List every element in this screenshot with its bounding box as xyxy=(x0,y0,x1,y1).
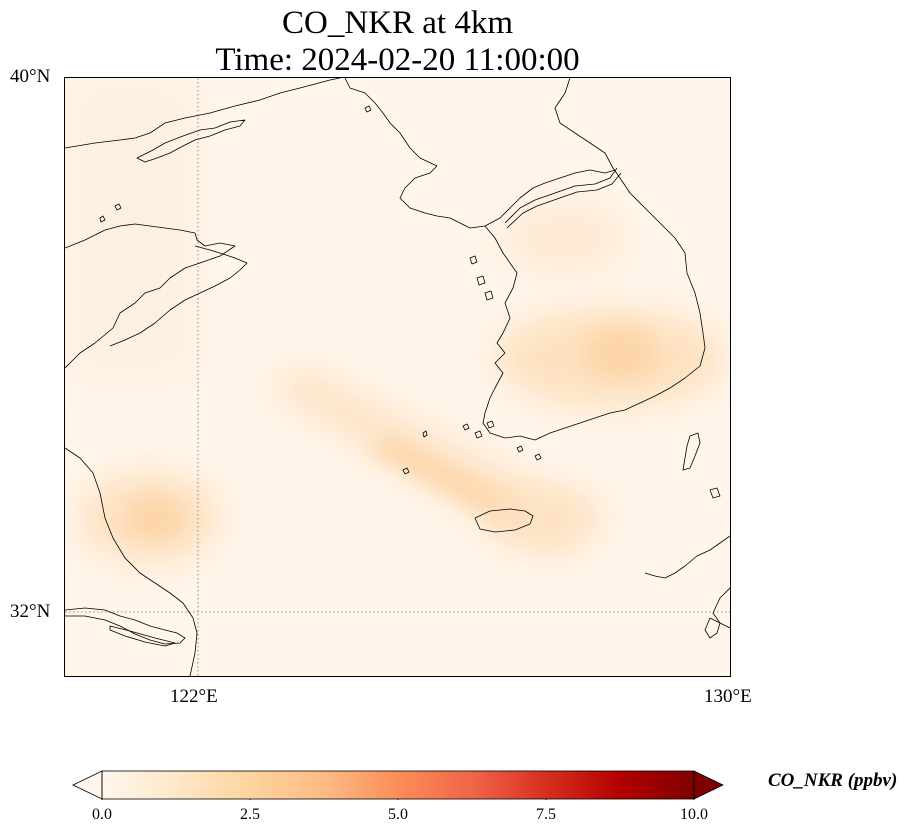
plume-jeju-south xyxy=(485,488,605,548)
coastline-north-korea-west xyxy=(344,78,616,229)
coastline-yangtze-island xyxy=(109,625,176,647)
plume-central-korea xyxy=(505,203,625,273)
coastline-liaodong-peninsula xyxy=(136,119,246,163)
lon-tick-label-122E: 122°E xyxy=(170,686,218,707)
colorbar-extend-min-arrow xyxy=(72,770,103,800)
coastline-bohai-west xyxy=(65,223,236,369)
island-yellow-sea-small xyxy=(402,430,428,475)
plume-northwest-haze xyxy=(65,78,195,378)
coastline-korea-south xyxy=(534,347,706,441)
coastline-dmz-line xyxy=(504,167,618,224)
island-jeju xyxy=(474,508,534,533)
colorbar-tick-label: 0.0 xyxy=(92,806,112,823)
plume-southeast-korea-core xyxy=(580,328,660,378)
map-canvas xyxy=(65,78,730,676)
coastline-kyushu xyxy=(644,535,730,629)
colorbar-gradient xyxy=(102,771,694,799)
coastlines xyxy=(65,78,730,676)
island-kyushu-north xyxy=(709,487,721,499)
colorbar-tick-label: 5.0 xyxy=(388,806,408,823)
lat-tick-label-32N: 32°N xyxy=(10,601,51,622)
colorbar xyxy=(72,770,724,800)
island-tsushima xyxy=(682,432,701,471)
colorbar-tick-label: 10.0 xyxy=(680,806,708,823)
coastline-yangtze-mouth xyxy=(65,607,186,645)
colorbar-tick-label: 7.5 xyxy=(536,806,556,823)
coastline-liaodong-north xyxy=(65,78,341,149)
lat-tick-label-40N: 40°N xyxy=(10,66,51,87)
island-gangwha-cluster xyxy=(469,255,494,301)
coastline-jiangsu xyxy=(65,447,198,676)
colorbar-label: CO_NKR (ppbv) xyxy=(768,770,898,791)
plume-east-china-coast-core xyxy=(125,496,185,540)
island-liaodong-small xyxy=(99,105,372,223)
colorbar-extend-max-arrow xyxy=(693,770,724,800)
map-panel xyxy=(64,77,731,677)
figure-title: CO_NKR at 4km xyxy=(282,5,513,41)
figure-subtitle-time: Time: 2024-02-20 11:00:00 xyxy=(215,42,580,78)
colorbar-ticks xyxy=(101,799,695,800)
coastline-korea-west xyxy=(482,225,536,441)
island-gotō xyxy=(704,617,721,639)
coastline-north-korea-east xyxy=(554,78,706,349)
lon-tick-label-130E: 130°E xyxy=(704,686,752,707)
plume-yellow-sea-band-core xyxy=(365,438,525,528)
colorbar-tick-label: 2.5 xyxy=(240,806,260,823)
concentration-field xyxy=(65,78,725,563)
coastline-shandong xyxy=(109,245,248,347)
gridlines xyxy=(65,78,730,676)
island-korea-southwest-cluster xyxy=(462,420,542,461)
coastline-dmz-line-2 xyxy=(506,172,622,229)
